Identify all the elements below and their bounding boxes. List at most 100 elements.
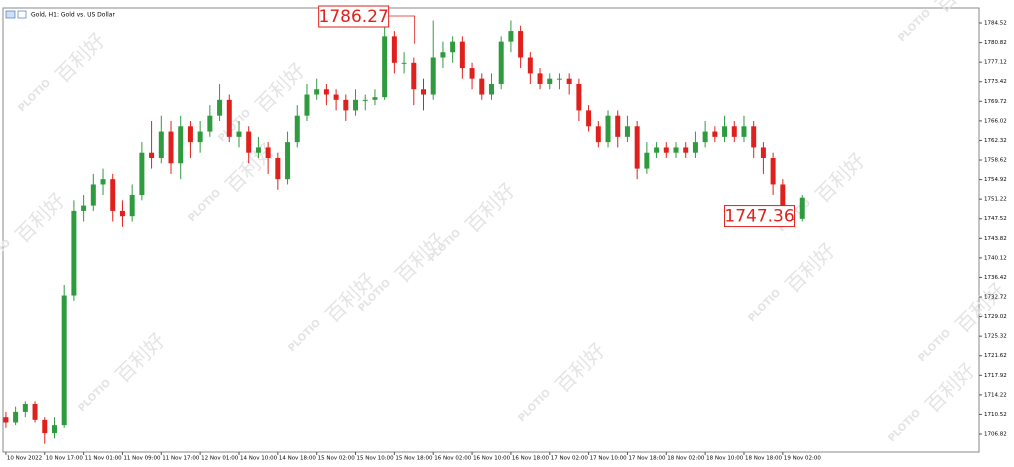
candle-body — [207, 115, 213, 132]
candle-body — [372, 97, 378, 100]
candle-body — [119, 210, 125, 217]
y-tick-label: 1736.42 — [984, 275, 1007, 281]
candle-body — [615, 115, 621, 137]
candle-body — [3, 417, 9, 423]
x-tick-label: 16 Nov 10:00 — [473, 456, 511, 462]
candle-body — [624, 126, 630, 137]
candle-body — [51, 425, 57, 434]
candle-body — [411, 62, 417, 90]
x-tick-label: 10 Nov 17:00 — [46, 456, 84, 462]
candle-body — [391, 36, 397, 63]
candle-body — [469, 68, 475, 79]
chart-title: Gold, H1: Gold vs. US Dollar — [31, 12, 115, 19]
candle-body — [32, 403, 38, 420]
annotation-box — [318, 5, 390, 28]
chart-icon — [5, 10, 16, 19]
candle-body — [683, 147, 689, 153]
y-tick-label: 1706.82 — [984, 432, 1007, 438]
x-tick-label: 18 Nov 02:00 — [667, 456, 705, 462]
candle-body — [158, 131, 164, 159]
candle-body — [362, 99, 368, 101]
x-tick-label: 10 Nov 2022 — [7, 456, 42, 462]
x-tick-label: 18 Nov 18:00 — [745, 456, 783, 462]
candle-body — [692, 142, 698, 153]
candle-body — [595, 126, 601, 143]
y-tick-label: 1754.92 — [984, 177, 1007, 183]
annotation-label: 1747.36 — [724, 207, 794, 227]
candle-body — [323, 89, 329, 95]
x-tick-label: 17 Nov 10:00 — [590, 456, 628, 462]
candle-body — [401, 62, 407, 64]
y-tick-label: 1725.32 — [984, 334, 1007, 340]
x-tick-label: 12 Nov 01:00 — [201, 456, 239, 462]
x-tick-label: 14 Nov 18:00 — [279, 456, 317, 462]
y-tick-label: 1743.82 — [984, 236, 1007, 242]
candle-body — [654, 147, 660, 153]
x-tick-label: 15 Nov 02:00 — [318, 456, 356, 462]
candle-body — [343, 99, 349, 111]
candle-body — [566, 78, 572, 84]
x-tick-label: 14 Nov 10:00 — [240, 456, 278, 462]
y-tick-label: 1766.02 — [984, 118, 1007, 124]
candle-body — [90, 184, 96, 206]
candle-body — [673, 147, 679, 153]
candle-body — [731, 126, 737, 137]
candle-body — [760, 147, 766, 159]
candle-body — [712, 131, 718, 137]
candle-body — [663, 147, 669, 153]
y-tick-label: 1758.62 — [984, 158, 1007, 164]
y-tick-label: 1710.52 — [984, 412, 1007, 418]
candle-body — [314, 89, 320, 95]
annotation-box — [724, 205, 796, 228]
candle-body — [576, 83, 582, 111]
candle-body — [255, 147, 261, 153]
candle-body — [488, 83, 494, 95]
candle-body — [304, 94, 310, 116]
y-tick-label: 1773.42 — [984, 79, 1007, 85]
candle-body — [353, 99, 359, 111]
candle-body — [217, 99, 223, 116]
y-tick-label: 1714.22 — [984, 392, 1007, 398]
x-tick-label: 11 Nov 17:00 — [162, 456, 200, 462]
candle-body — [440, 52, 446, 58]
annotation-leader — [388, 15, 416, 44]
candle-body — [187, 126, 193, 143]
candle-body — [751, 126, 757, 148]
candle-body — [285, 142, 291, 180]
candle-body — [498, 41, 504, 84]
candle-body — [197, 131, 203, 143]
candle-body — [13, 411, 19, 423]
candle-body — [702, 131, 708, 143]
x-tick-label: 17 Nov 18:00 — [628, 456, 666, 462]
x-tick-label: 15 Nov 10:00 — [357, 456, 395, 462]
candle-body — [741, 126, 747, 137]
y-tick-label: 1777.12 — [984, 60, 1007, 66]
y-tick-label: 1732.72 — [984, 295, 1007, 301]
candle-body — [226, 99, 232, 137]
candle-body — [644, 152, 650, 169]
candle-body — [518, 31, 524, 58]
candle-body — [149, 152, 155, 159]
candle-body — [508, 31, 514, 42]
candle-body — [168, 131, 174, 164]
x-tick-label: 11 Nov 09:00 — [123, 456, 161, 462]
candle-body — [459, 41, 465, 69]
candle-body — [42, 419, 48, 434]
candle-body — [547, 78, 553, 84]
candle-body — [421, 89, 427, 95]
candle-body — [770, 158, 776, 185]
candle-body — [586, 110, 592, 127]
candle-body — [605, 115, 611, 143]
candle-body — [275, 158, 281, 180]
candle-body — [265, 147, 271, 159]
y-tick-label: 1751.22 — [984, 197, 1007, 203]
y-tick-label: 1784.52 — [984, 21, 1007, 27]
x-tick-label: 19 Nov 02:00 — [784, 456, 822, 462]
x-tick-label: 16 Nov 18:00 — [512, 456, 550, 462]
candle-body — [799, 197, 805, 219]
candle-body — [110, 179, 116, 211]
candle-body — [61, 295, 67, 426]
candle-body — [22, 403, 28, 412]
y-tick-label: 1762.32 — [984, 138, 1007, 144]
